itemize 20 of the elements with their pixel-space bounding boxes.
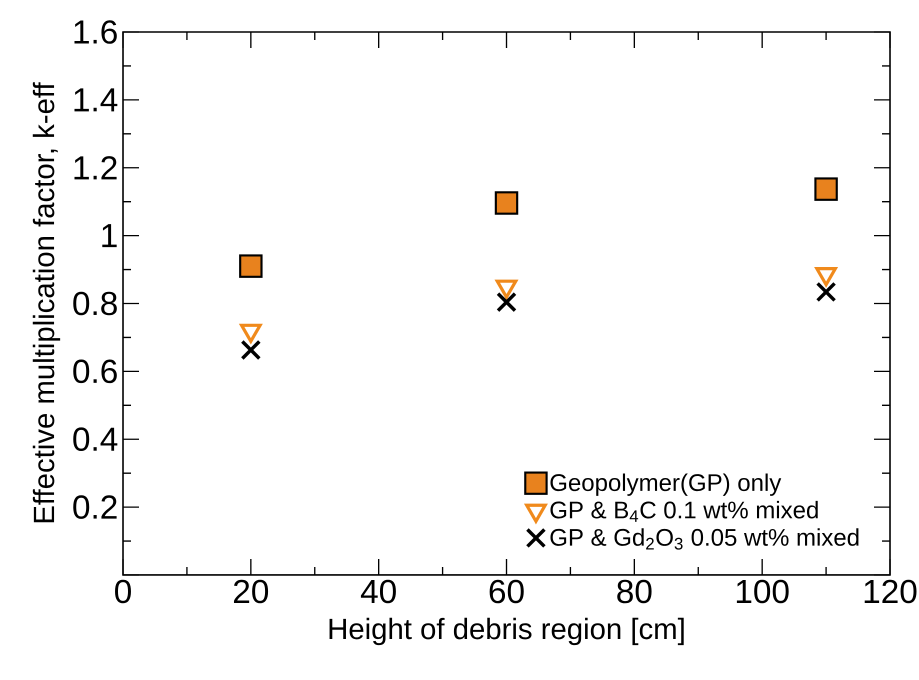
y-tick-label: 1.2 xyxy=(74,156,117,180)
x-tick-label: 60 xyxy=(490,580,524,604)
legend-label: GP & Gd$_{2}$O$_{3}$ 0.05 wt% mixed xyxy=(550,528,858,550)
x-tick-label: 0 xyxy=(115,580,131,604)
y-tick-label: 0.8 xyxy=(73,292,117,316)
x-tick-label: 80 xyxy=(617,580,652,604)
x-tick-label: 20 xyxy=(234,580,268,604)
legend-label: GP & B$_{4}$C 0.1 wt% mixed xyxy=(550,500,818,522)
legend-label: Geopolymer(GP) only xyxy=(550,473,782,496)
x-tick-label: 100 xyxy=(736,580,789,604)
x-axis-title: Height of debris region [cm] xyxy=(330,618,684,646)
y-tick-label: 1 xyxy=(102,224,117,248)
y-tick-label: 0.4 xyxy=(73,427,118,452)
y-tick-label: 1.4 xyxy=(74,88,118,112)
y-tick-label: 1.6 xyxy=(74,20,117,44)
y-tick-label: 0.6 xyxy=(73,360,117,384)
x-tick-label: 120 xyxy=(864,580,916,604)
x-tick-label: 40 xyxy=(360,580,396,604)
y-tick-label: 0.2 xyxy=(73,495,117,519)
y-axis-title: Effective multiplication factor, k-eff xyxy=(32,82,60,522)
